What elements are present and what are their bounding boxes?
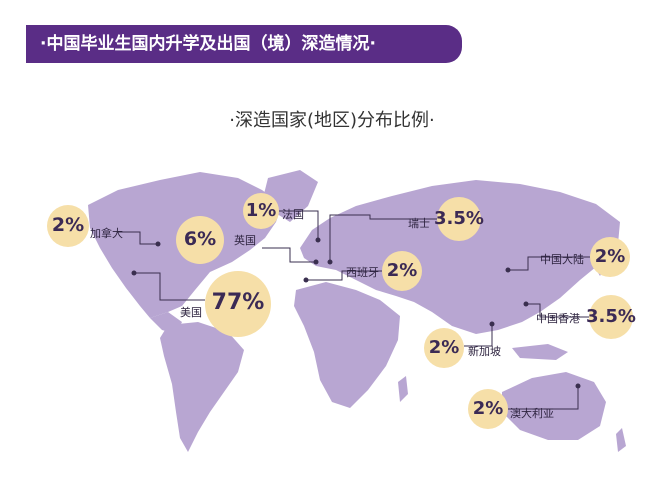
france-percent: 1%: [245, 199, 277, 221]
canada-percent-bubble: [47, 205, 89, 247]
spain-country-label: 西班牙: [346, 266, 379, 279]
south-america-landmass: [160, 322, 244, 452]
canada-country-label: 加拿大: [90, 227, 123, 240]
spain-percent: 2%: [386, 259, 418, 281]
australia-leader-line: [508, 386, 579, 410]
hongkong-percent-bubble: [589, 295, 633, 339]
uk-percent: 6%: [183, 228, 217, 251]
singapore-location-dot: [489, 321, 495, 327]
france-country-label: 法国: [282, 208, 304, 221]
mainland-location-dot: [505, 267, 511, 273]
new-zealand-landmass: [616, 428, 626, 452]
usa-percent: 77%: [211, 290, 265, 316]
australia-percent-bubble: [468, 389, 508, 429]
indonesia-landmass: [512, 344, 568, 360]
spain-percent-bubble: [382, 251, 422, 291]
usa-location-dot: [131, 270, 137, 276]
hongkong-percent: 3.5%: [586, 305, 636, 327]
singapore-percent-bubble: [424, 328, 464, 368]
mainland-leader-line: [508, 256, 590, 271]
france-location-dot: [315, 237, 321, 243]
madagascar-landmass: [398, 376, 408, 402]
uk-leader-line: [262, 247, 316, 263]
uk-percent-bubble: [176, 216, 224, 264]
page-title: ·中国毕业生国内升学及出国（境）深造情况·: [40, 34, 376, 54]
mainland-percent-bubble: [590, 237, 630, 277]
uk-location-dot: [313, 259, 319, 265]
australia-percent: 2%: [472, 397, 504, 419]
usa-leader-line: [134, 272, 205, 301]
canada-percent: 2%: [51, 214, 85, 237]
france-leader-line: [279, 210, 319, 240]
map-subtitle: ·深造国家(地区)分布比例·: [229, 110, 435, 131]
spain-leader-line: [306, 270, 382, 281]
usa-country-label: 美国: [180, 306, 202, 319]
africa-landmass: [294, 282, 400, 408]
australia-location-dot: [575, 383, 581, 389]
switzerland-percent: 3.5%: [434, 207, 484, 229]
canada-leader-line: [118, 231, 158, 245]
spain-location-dot: [303, 277, 309, 283]
switzerland-leader-line: [329, 214, 437, 262]
mainland-percent: 2%: [594, 245, 626, 267]
hongkong-leader-line: [526, 303, 589, 318]
title-banner: ·中国毕业生国内升学及出国（境）深造情况·: [26, 25, 462, 63]
canada-location-dot: [155, 241, 161, 247]
australia-country-label: 澳大利亚: [510, 407, 554, 420]
france-percent-bubble: [243, 193, 279, 229]
switzerland-location-dot: [327, 259, 333, 265]
mainland-country-label: 中国大陆: [540, 253, 584, 266]
singapore-percent: 2%: [428, 336, 460, 358]
usa-percent-bubble: [205, 271, 271, 337]
singapore-country-label: 新加坡: [468, 345, 501, 358]
hongkong-location-dot: [523, 301, 529, 307]
switzerland-percent-bubble: [437, 197, 481, 241]
switzerland-country-label: 瑞士: [408, 217, 430, 230]
uk-country-label: 英国: [234, 234, 256, 247]
australia-landmass: [502, 372, 606, 440]
singapore-leader-line: [464, 324, 493, 347]
hongkong-country-label: 中国香港: [536, 312, 580, 325]
